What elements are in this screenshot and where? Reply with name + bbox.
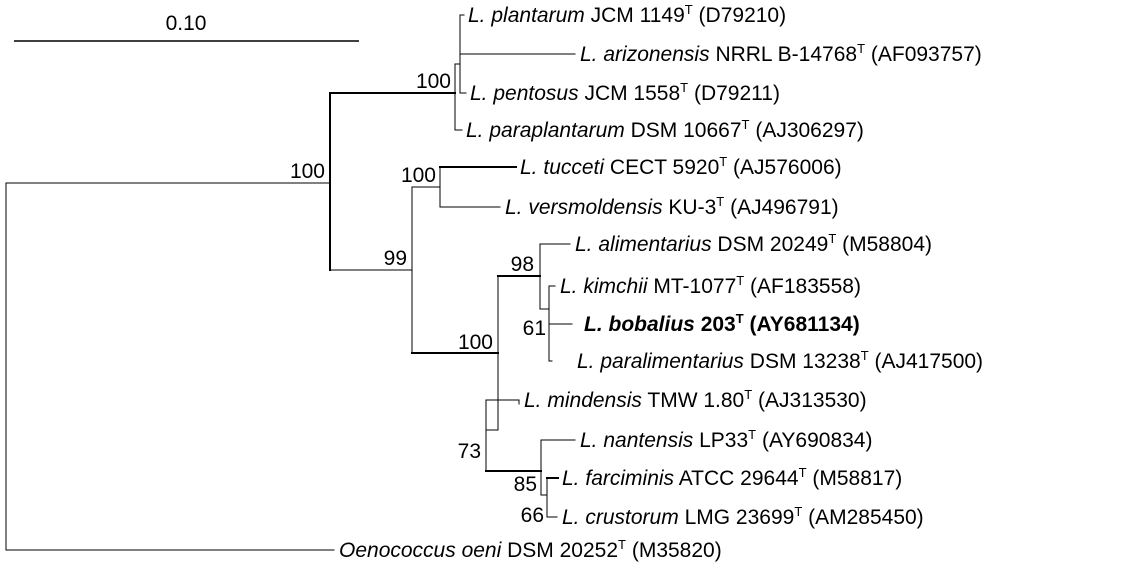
taxon-label: L. paraplantarum DSM 10667T (AJ306297): [466, 117, 864, 142]
bootstrap-value: 100: [290, 160, 325, 183]
taxon-label: L. versmoldensis KU-3T (AJ496791): [505, 194, 839, 219]
bootstrap-value: 100: [458, 331, 493, 354]
tree-branches: [5, 14, 576, 551]
taxon-label: L. kimchii MT-1077T (AF183558): [560, 273, 861, 298]
bootstrap-value: 61: [523, 317, 546, 340]
scale-bar-label: 0.10: [166, 12, 207, 35]
taxon-label: L. mindensis TMW 1.80T (AJ313530): [524, 387, 867, 412]
taxon-label-highlighted: L. bobalius 203T (AY681134): [584, 311, 860, 336]
bootstrap-value: 100: [401, 164, 436, 187]
taxon-label: L. tucceti CECT 5920T (AJ576006): [520, 154, 842, 179]
bootstrap-values: 100 100 100 99 98 100 61 73 85 66: [290, 70, 546, 527]
taxon-labels: L. plantarum JCM 1149T (D79210) L. arizo…: [339, 2, 983, 562]
taxon-label: L. alimentarius DSM 20249T (M58804): [575, 231, 932, 256]
taxon-label: L. plantarum JCM 1149T (D79210): [468, 2, 786, 27]
bootstrap-value: 66: [521, 504, 544, 527]
bootstrap-value: 85: [514, 473, 537, 496]
taxon-label-outgroup: Oenococcus oeni DSM 20252T (M35820): [339, 537, 722, 562]
bootstrap-value: 73: [458, 440, 481, 463]
bootstrap-value: 100: [416, 70, 451, 93]
taxon-label: L. crustorum LMG 23699T (AM285450): [562, 504, 924, 529]
taxon-label: L. paralimentarius DSM 13238T (AJ417500): [577, 348, 983, 373]
taxon-label: L. farciminis ATCC 29644T (M58817): [562, 465, 902, 490]
taxon-label: L. nantensis LP33T (AY690834): [580, 427, 872, 452]
taxon-label: L. arizonensis NRRL B-14768T (AF093757): [580, 41, 982, 66]
bootstrap-value: 99: [384, 247, 407, 270]
taxon-label: L. pentosus JCM 1558T (D79211): [470, 80, 780, 105]
scale-bar: 0.10: [14, 12, 359, 42]
bootstrap-value: 98: [511, 253, 534, 276]
